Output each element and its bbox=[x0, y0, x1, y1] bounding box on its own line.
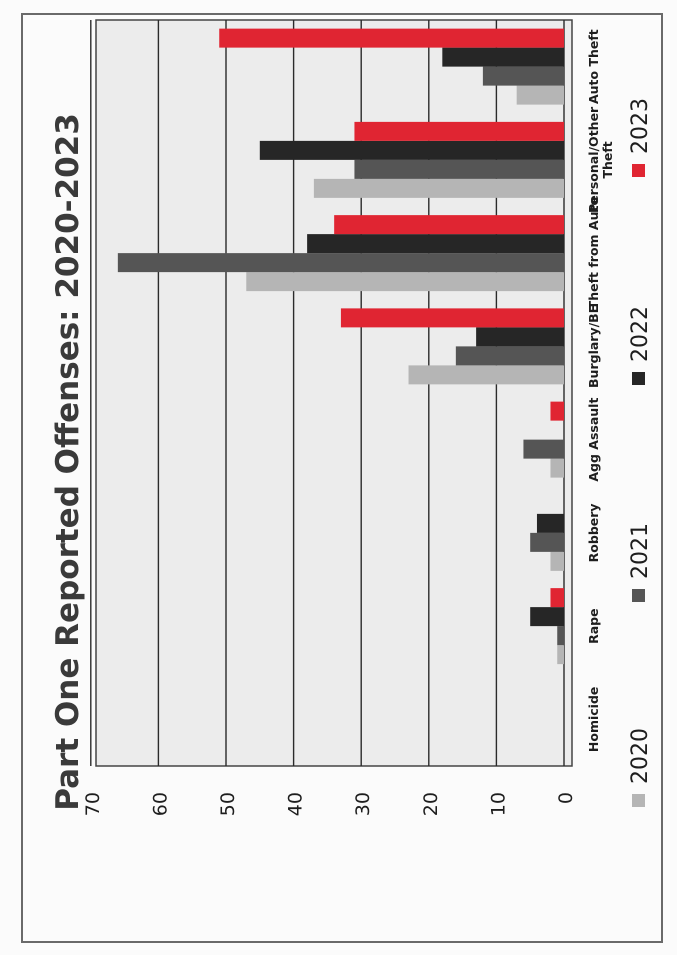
category-label: Rape bbox=[586, 608, 601, 644]
value-tick-label: 70 bbox=[82, 792, 104, 816]
bar-2021-theft-from-auto bbox=[117, 253, 564, 273]
category-label: Robbery bbox=[586, 503, 601, 562]
value-tick-label: 0 bbox=[555, 792, 577, 804]
bar-2023-rape bbox=[550, 588, 564, 608]
bar-2021-rape bbox=[557, 626, 564, 646]
legend: 2020 2021 2022 2023 bbox=[628, 98, 653, 807]
bar-2020-burglary-be bbox=[408, 365, 564, 385]
bar-2023-personal-other-theft bbox=[354, 121, 564, 141]
bar-2020-theft-from-auto bbox=[246, 272, 564, 292]
legend-swatch-2021 bbox=[632, 589, 645, 602]
bar-2023-auto-theft bbox=[219, 28, 565, 48]
bar-2022-burglary-be bbox=[476, 327, 564, 347]
category-label: Auto Theft bbox=[586, 29, 601, 104]
category-label: Personal/OtherTheft bbox=[586, 106, 615, 213]
value-tick-label: 50 bbox=[217, 792, 239, 816]
bar-2021-burglary-be bbox=[455, 346, 564, 366]
bar-2021-robbery bbox=[530, 532, 564, 552]
bar-2023-agg-assault bbox=[550, 401, 564, 421]
value-tick-label: 10 bbox=[487, 792, 509, 816]
value-tick-label: 60 bbox=[149, 792, 171, 816]
value-axis-ticks: 0 10 20 30 40 50 60 70 bbox=[82, 792, 577, 816]
bar-2021-personal-other-theft bbox=[354, 159, 564, 179]
bars bbox=[117, 28, 565, 665]
bar-2020-personal-other-theft bbox=[313, 178, 564, 198]
legend-label-2023: 2023 bbox=[628, 98, 653, 154]
bar-2023-burglary-be bbox=[340, 308, 564, 328]
bar-2022-robbery bbox=[536, 513, 564, 533]
bar-2020-agg-assault bbox=[550, 458, 564, 478]
category-label: Burglary/BE bbox=[586, 305, 601, 388]
bar-2023-theft-from-auto bbox=[334, 215, 564, 235]
bar-2021-auto-theft bbox=[482, 66, 564, 86]
category-label: Homicide bbox=[586, 687, 601, 752]
bar-2020-auto-theft bbox=[516, 85, 564, 105]
legend-swatch-2020 bbox=[632, 794, 645, 807]
legend-label-2022: 2022 bbox=[628, 306, 653, 362]
legend-label-2020: 2020 bbox=[628, 728, 653, 784]
bar-2022-auto-theft bbox=[442, 47, 564, 67]
bar-2022-theft-from-auto bbox=[307, 234, 564, 254]
bar-2021-agg-assault bbox=[523, 439, 564, 459]
bar-2022-personal-other-theft bbox=[259, 140, 564, 160]
chart-title: Part One Reported Offenses: 2020-2023 bbox=[50, 113, 86, 811]
category-labels: Homicide Rape Robbery Agg Assault Burglary/B… bbox=[586, 29, 615, 752]
bar-2022-rape bbox=[530, 607, 564, 627]
value-tick-label: 30 bbox=[352, 792, 374, 816]
outer-border bbox=[21, 13, 663, 943]
category-label: Agg Assault bbox=[586, 398, 601, 482]
value-tick-label: 20 bbox=[420, 792, 442, 816]
bar-2020-robbery bbox=[550, 551, 564, 571]
bar-2020-rape bbox=[557, 645, 564, 665]
legend-swatch-2023 bbox=[632, 164, 645, 177]
legend-swatch-2022 bbox=[632, 372, 645, 385]
category-label: Theft from Auto bbox=[586, 197, 601, 310]
legend-label-2021: 2021 bbox=[628, 523, 653, 579]
value-tick-label: 40 bbox=[285, 792, 307, 816]
